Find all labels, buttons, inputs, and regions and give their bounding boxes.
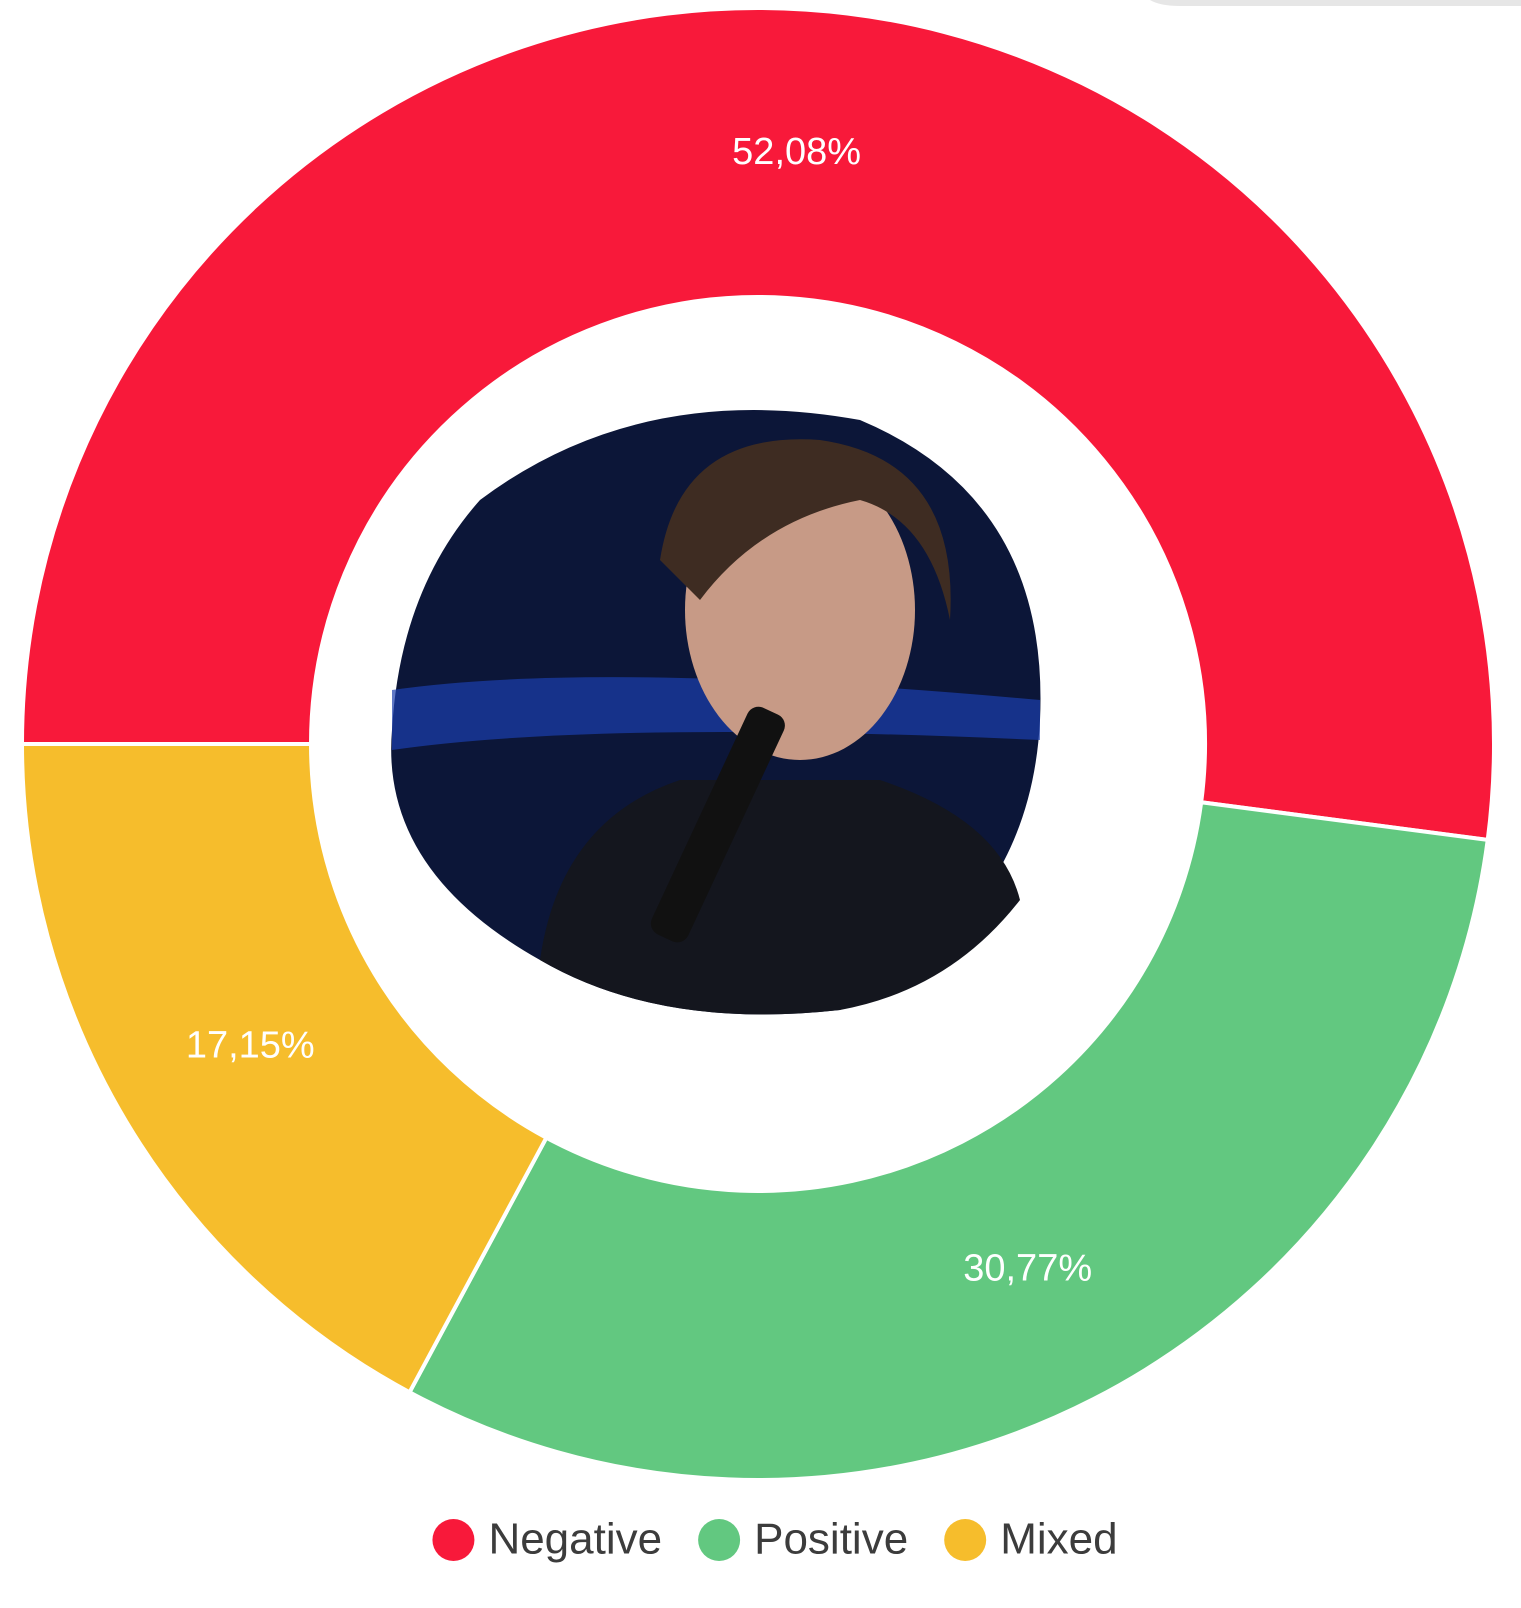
photo-hair bbox=[660, 439, 951, 620]
panel-edge bbox=[1150, 0, 1521, 6]
legend-label: Mixed bbox=[1000, 1515, 1117, 1564]
photo-jacket bbox=[540, 780, 1020, 1015]
legend-marker bbox=[432, 1519, 475, 1561]
legend: Negative Positive Mixed bbox=[432, 1515, 1118, 1564]
donut-segment bbox=[19, 6, 1496, 843]
value-label: 17,15% bbox=[186, 1025, 315, 1067]
donut-segment bbox=[19, 742, 550, 1395]
legend-marker bbox=[698, 1519, 741, 1561]
photo-microphone bbox=[650, 706, 785, 943]
center-photo bbox=[391, 410, 1041, 1015]
value-label: 52,08% bbox=[732, 131, 861, 173]
donut-segment bbox=[406, 800, 1490, 1482]
legend-label: Negative bbox=[488, 1515, 662, 1564]
legend-label: Positive bbox=[754, 1515, 908, 1564]
legend-marker bbox=[944, 1519, 987, 1561]
value-label: 30,77% bbox=[963, 1247, 1092, 1289]
donut: 52,08% 30,77% 17,15% bbox=[19, 6, 1496, 1482]
